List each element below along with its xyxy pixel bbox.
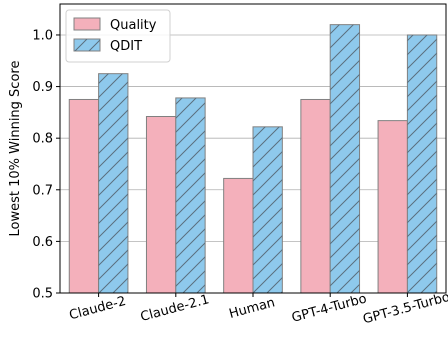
x-tick-label: GPT-3.5-Turbo [361,290,448,328]
x-tick-label: Claude-2 [68,294,128,324]
bar-hatch [253,126,283,293]
legend-label-quality: Quality [110,18,157,33]
bar-hatch [330,24,360,294]
y-tick-label: 0.8 [32,132,53,147]
x-tick-label: GPT-4-Turbo [290,291,368,325]
y-tick-label: 1.0 [32,28,53,43]
bar-hatch [98,73,128,293]
y-tick-label: 0.6 [32,235,53,250]
legend-swatch-quality [73,17,101,31]
x-tick-label: Human [228,295,277,322]
bar-hatch [175,97,206,293]
y-tick-label: 0.7 [32,183,53,198]
bar-quality [300,98,331,294]
legend-swatch-hatch [74,39,100,51]
bars [68,24,438,294]
bar-hatch [407,34,437,293]
x-tick-label: Claude-2.1 [139,292,211,325]
legend-label-qdit: QDIT [110,39,142,54]
bar-quality [145,116,177,294]
y-tick-label: 0.5 [32,287,53,302]
y-axis-label: Lowest 10% Winning Score [8,61,23,237]
bar-quality [223,177,254,294]
y-tick-label: 0.9 [32,80,53,95]
legend: Quality QDIT [65,9,171,63]
bar-quality [377,120,408,294]
bar-quality [68,98,100,294]
